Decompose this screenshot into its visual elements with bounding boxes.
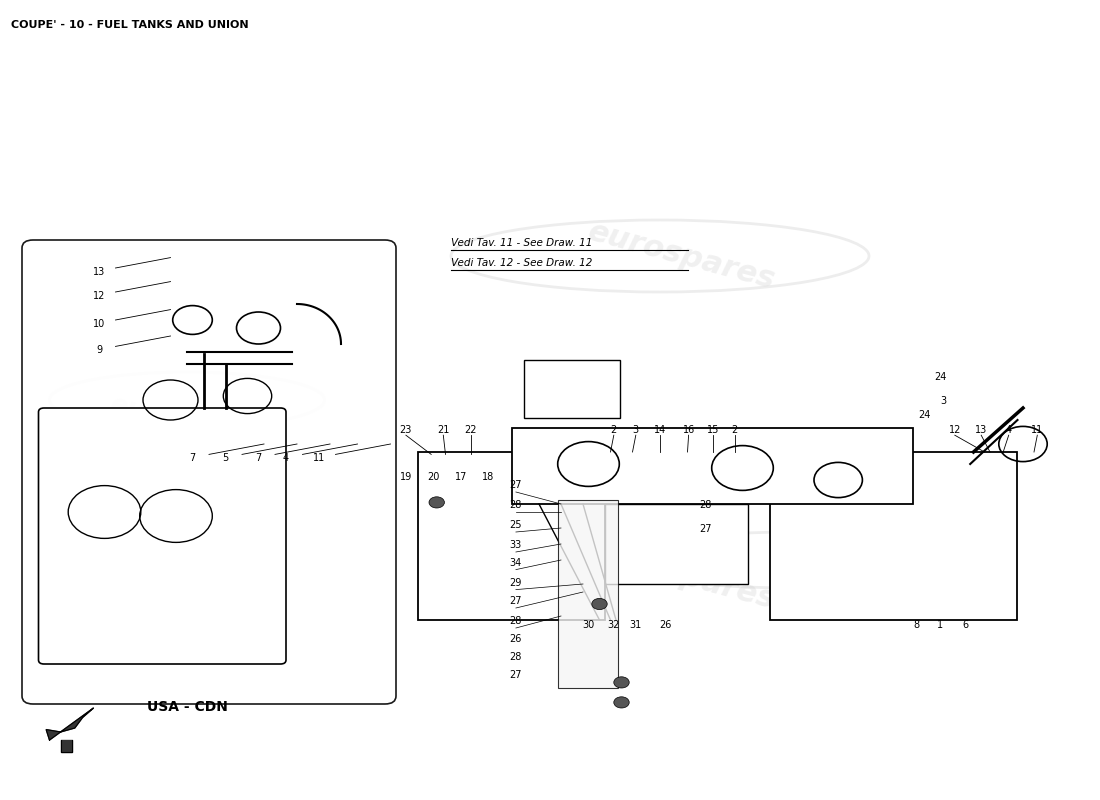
Text: eurospares: eurospares — [585, 537, 779, 615]
Text: 5: 5 — [222, 454, 229, 463]
Text: 20: 20 — [427, 471, 440, 482]
Text: 13: 13 — [975, 426, 988, 435]
Text: eurospares: eurospares — [108, 392, 266, 456]
Circle shape — [614, 697, 629, 708]
Text: 11: 11 — [1031, 426, 1044, 435]
Text: 2: 2 — [732, 426, 738, 435]
Text: 13: 13 — [92, 267, 106, 277]
Text: 27: 27 — [698, 523, 712, 534]
Text: USA - CDN: USA - CDN — [146, 700, 228, 714]
Text: Vedi Tav. 12 - See Draw. 12: Vedi Tav. 12 - See Draw. 12 — [451, 258, 593, 268]
Text: 19: 19 — [399, 471, 412, 482]
Text: 26: 26 — [509, 634, 522, 644]
Text: 28: 28 — [509, 653, 522, 662]
Text: 17: 17 — [454, 471, 467, 482]
Text: 15: 15 — [706, 426, 719, 435]
Text: 16: 16 — [682, 426, 695, 435]
FancyBboxPatch shape — [770, 452, 1018, 620]
Text: 26: 26 — [659, 619, 672, 630]
Text: 30: 30 — [582, 619, 595, 630]
Text: 8: 8 — [913, 619, 920, 630]
Text: 23: 23 — [399, 426, 412, 435]
Text: 28: 28 — [509, 499, 522, 510]
Text: 28: 28 — [698, 499, 712, 510]
Circle shape — [592, 598, 607, 610]
Text: 7: 7 — [189, 454, 196, 463]
Text: 14: 14 — [653, 426, 667, 435]
Text: 9: 9 — [96, 346, 102, 355]
FancyBboxPatch shape — [39, 408, 286, 664]
Text: 1: 1 — [937, 619, 944, 630]
FancyBboxPatch shape — [605, 504, 748, 584]
Text: COUPE' - 10 - FUEL TANKS AND UNION: COUPE' - 10 - FUEL TANKS AND UNION — [11, 20, 249, 30]
Text: Vedi Tav. 11 - See Draw. 11: Vedi Tav. 11 - See Draw. 11 — [451, 238, 593, 248]
FancyBboxPatch shape — [512, 428, 913, 504]
Text: eurospares: eurospares — [585, 217, 779, 295]
Text: 12: 12 — [948, 426, 961, 435]
Text: 32: 32 — [607, 619, 620, 630]
Text: 7: 7 — [255, 454, 262, 463]
Text: 11: 11 — [312, 454, 326, 463]
Text: 33: 33 — [509, 540, 522, 550]
Text: 27: 27 — [509, 479, 522, 490]
Text: 18: 18 — [482, 471, 495, 482]
Text: 21: 21 — [437, 426, 450, 435]
Text: 4: 4 — [1005, 426, 1012, 435]
Text: 25: 25 — [509, 520, 522, 530]
FancyBboxPatch shape — [524, 360, 620, 418]
FancyBboxPatch shape — [22, 240, 396, 704]
Circle shape — [429, 497, 444, 508]
Circle shape — [614, 677, 629, 688]
Text: 27: 27 — [509, 597, 522, 606]
Text: 34: 34 — [509, 558, 522, 568]
FancyBboxPatch shape — [558, 500, 618, 688]
Text: 24: 24 — [934, 372, 947, 382]
Text: 3: 3 — [632, 426, 639, 435]
Text: 6: 6 — [962, 619, 969, 630]
Text: 10: 10 — [92, 319, 106, 329]
Text: 24: 24 — [917, 410, 931, 420]
Text: 12: 12 — [92, 291, 106, 301]
Text: 22: 22 — [464, 426, 477, 435]
Text: 29: 29 — [509, 578, 522, 588]
Text: 3: 3 — [940, 396, 947, 406]
Polygon shape — [46, 708, 94, 740]
Text: 2: 2 — [610, 426, 617, 435]
Text: 4: 4 — [283, 454, 289, 463]
Polygon shape — [60, 740, 72, 752]
Text: 31: 31 — [629, 619, 642, 630]
FancyBboxPatch shape — [418, 452, 605, 620]
Text: 28: 28 — [509, 616, 522, 626]
Text: 27: 27 — [509, 670, 522, 680]
